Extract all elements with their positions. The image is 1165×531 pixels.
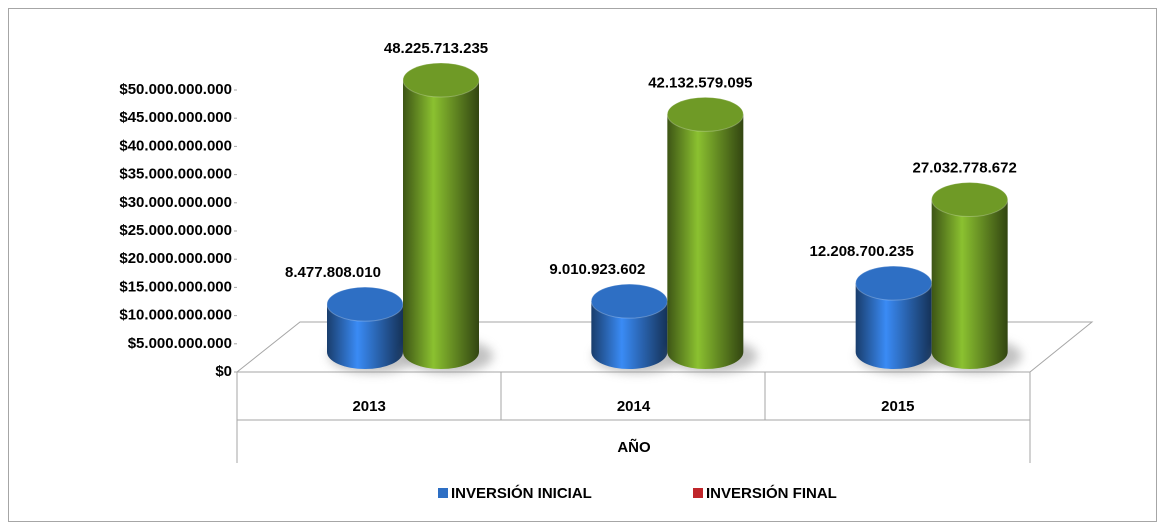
bar-top — [855, 265, 933, 301]
data-label: 9.010.923.602 — [549, 261, 645, 278]
legend-marker — [438, 488, 448, 498]
y-tick-label: $35.000.000.000 — [119, 166, 232, 183]
y-tick-label: $40.000.000.000 — [119, 137, 232, 154]
x-tick-label: 2015 — [881, 398, 914, 415]
bar — [931, 182, 1009, 369]
y-tick-label: $25.000.000.000 — [119, 222, 232, 239]
data-label: 48.225.713.235 — [384, 40, 488, 57]
bar-top — [590, 283, 668, 319]
x-tick-label: 2013 — [352, 398, 385, 415]
bar-top — [931, 182, 1009, 218]
bar-body — [667, 114, 744, 369]
bar — [590, 283, 668, 369]
legend-marker — [693, 488, 703, 498]
y-tick-label: $5.000.000.000 — [128, 335, 232, 352]
data-label: 8.477.808.010 — [285, 264, 381, 281]
bar — [666, 96, 744, 369]
bar-body — [855, 283, 932, 369]
bar — [855, 265, 933, 369]
data-label: 12.208.700.235 — [810, 243, 914, 260]
bar-body — [403, 80, 479, 369]
bar — [402, 62, 480, 369]
y-tick-label: $0 — [215, 363, 232, 380]
legend-label: INVERSIÓN FINAL — [706, 484, 837, 502]
y-tick-label: $10.000.000.000 — [119, 307, 232, 324]
bar-body — [931, 199, 1008, 369]
legend-label: INVERSIÓN INICIAL — [451, 484, 592, 502]
y-tick-label: $20.000.000.000 — [119, 250, 232, 267]
bar-top — [666, 96, 744, 132]
bar-top — [326, 286, 404, 322]
y-tick-label: $30.000.000.000 — [119, 194, 232, 211]
data-label: 27.032.778.672 — [913, 160, 1017, 177]
x-tick-label: 2014 — [617, 398, 651, 415]
category-grid — [236, 372, 1031, 463]
x-axis-label: AÑO — [617, 438, 651, 456]
bar — [326, 286, 404, 369]
bar-body — [327, 304, 403, 369]
y-tick-label: $15.000.000.000 — [119, 278, 232, 295]
y-tick-label: $50.000.000.000 — [119, 81, 232, 98]
y-tick-label: $45.000.000.000 — [119, 109, 232, 126]
data-label: 42.132.579.095 — [648, 74, 752, 91]
bar-body — [591, 301, 668, 369]
bar-top — [402, 62, 480, 98]
